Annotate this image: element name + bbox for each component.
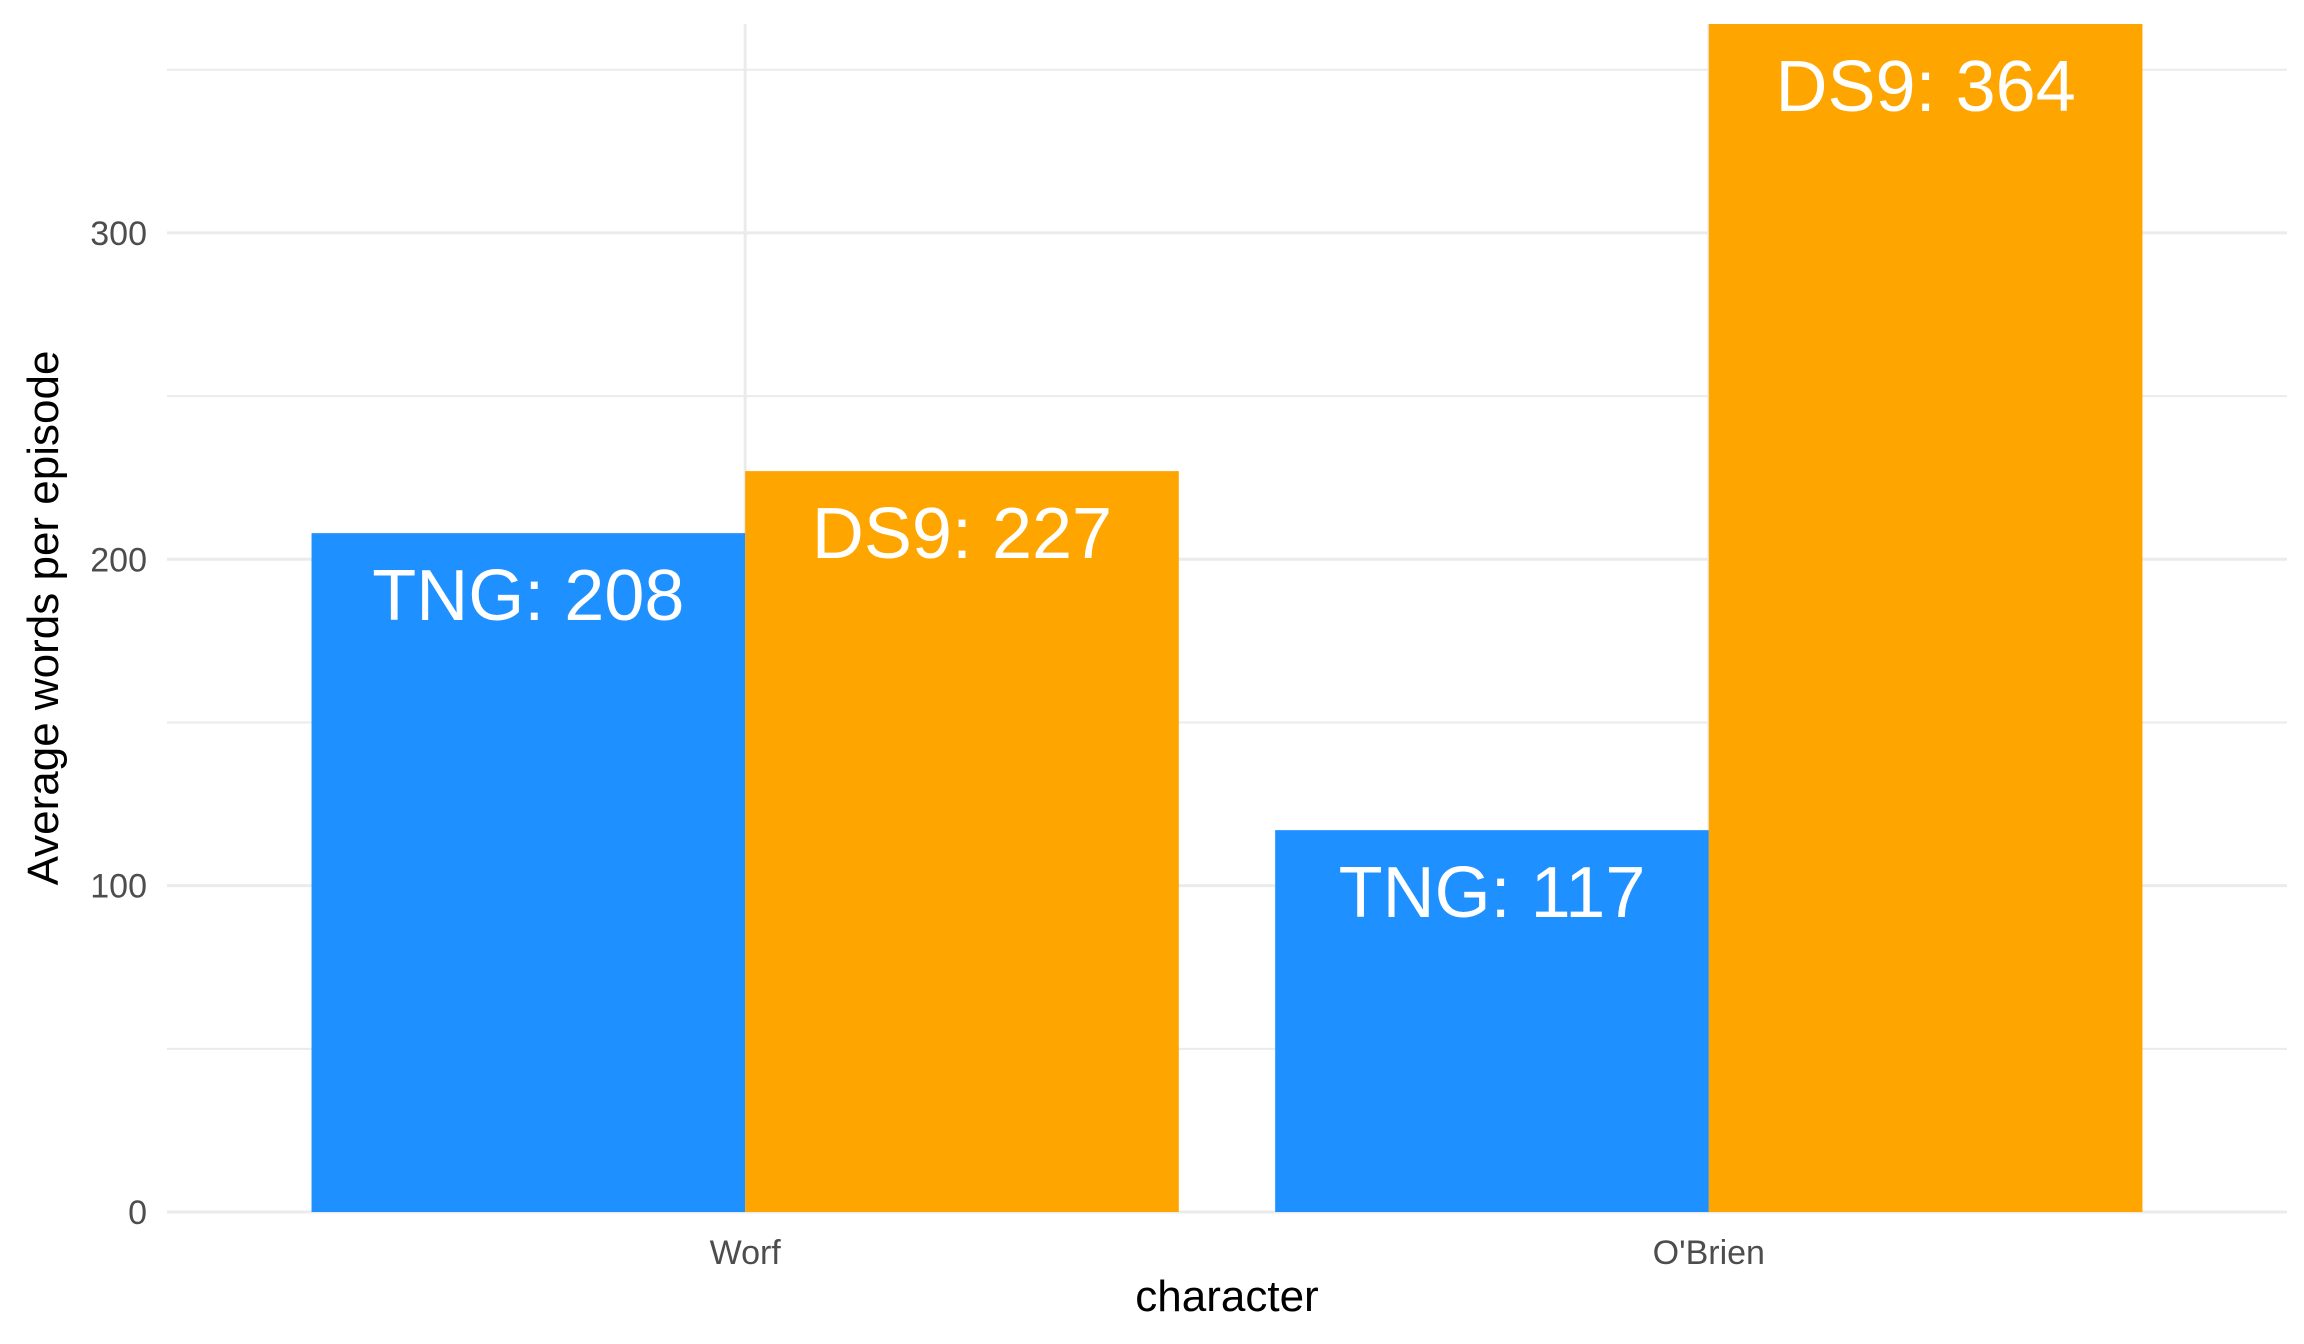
y-tick-label: 200 <box>90 541 147 579</box>
y-axis-ticks: 0 100 200 300 <box>90 215 147 1232</box>
x-tick-label: Worf <box>710 1234 782 1272</box>
bar-labels: TNG: 208 DS9: 227 TNG: 117 DS9: 364 <box>372 47 2075 933</box>
y-tick-label: 100 <box>90 868 147 906</box>
bar-label: TNG: 208 <box>372 556 684 636</box>
y-tick-label: 0 <box>128 1194 147 1232</box>
bar-label: DS9: 364 <box>1776 47 2076 127</box>
y-tick-label: 300 <box>90 215 147 253</box>
bar-label: TNG: 117 <box>1339 853 1646 933</box>
bar-ds9-worf <box>745 471 1179 1213</box>
bar-tng-worf <box>311 533 746 1212</box>
x-axis-title: character <box>1135 1272 1318 1321</box>
bar-ds9-obrien <box>1708 24 2143 1212</box>
y-axis-title: Average words per episode <box>19 351 68 886</box>
x-axis-ticks: Worf O'Brien <box>710 1234 1765 1272</box>
x-tick-label: O'Brien <box>1653 1234 1765 1272</box>
bar-tng-obrien <box>1275 830 1709 1212</box>
bar-label: DS9: 227 <box>812 494 1112 574</box>
bars <box>311 24 2143 1213</box>
